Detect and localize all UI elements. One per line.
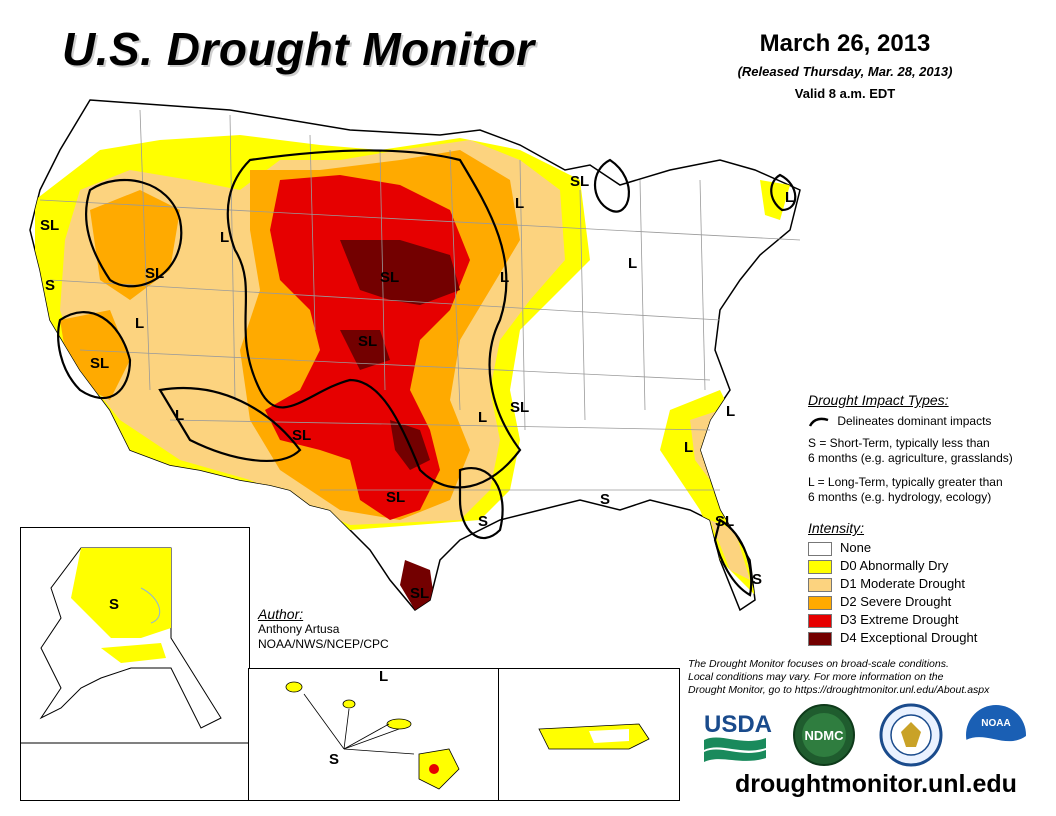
hawaii-map: L S <box>285 668 460 790</box>
note-line-2: Local conditions may vary. For more info… <box>688 671 944 683</box>
author-block: Author: Anthony Artusa NOAA/NWS/NCEP/CPC <box>258 606 389 652</box>
label-l-maine: L <box>785 189 794 206</box>
legend-item-none: None <box>808 540 871 556</box>
note-line-3: Drought Monitor, go to https://droughtmo… <box>688 684 990 696</box>
usda-logo-icon: USDA <box>704 711 772 762</box>
label-s-california: S <box>45 277 55 294</box>
author-heading: Author: <box>258 606 304 622</box>
website-link[interactable]: droughtmonitor.unl.edu <box>735 770 1017 798</box>
label-s-louisiana: S <box>478 513 488 530</box>
puerto-rico-map <box>538 723 650 750</box>
label-s-hawaii: S <box>329 751 339 768</box>
d1-region-florida <box>710 520 750 580</box>
swatch-d1 <box>808 577 832 592</box>
state-boundaries <box>39 109 801 491</box>
label-sl-south-texas: SL <box>410 585 429 602</box>
label-sl-california: SL <box>90 355 109 372</box>
author-org: NOAA/NWS/NCEP/CPC <box>258 637 389 651</box>
label-l-hawaii: L <box>379 669 388 685</box>
author-name: Anthony Artusa <box>258 622 340 636</box>
intensity-legend-title: Intensity: <box>808 520 865 536</box>
label-l-arizona: L <box>175 407 184 424</box>
noaa-logo-icon: NOAA <box>966 705 1027 768</box>
ndmc-logo-icon: NDMC <box>793 704 855 766</box>
label-l-minnesota: L <box>515 195 524 212</box>
label-l-nevada: L <box>135 315 144 332</box>
svg-text:USDA: USDA <box>704 711 772 738</box>
label-l-idaho: L <box>220 229 229 246</box>
label-sl-texas: SL <box>386 489 405 506</box>
svg-text:NOAA: NOAA <box>981 718 1010 729</box>
label-sl-new-mexico: SL <box>292 427 311 444</box>
impact-short-term: S = Short-Term, typically less than <box>808 436 990 450</box>
impact-short-term-2: 6 months (e.g. agriculture, grasslands) <box>808 451 1013 465</box>
doc-seal-icon <box>879 703 943 767</box>
label-s-alabama: S <box>600 491 610 508</box>
map-title: U.S. Drought Monitor <box>62 23 535 75</box>
impact-delineates: Delineates dominant impacts <box>837 414 992 428</box>
label-sl-missouri: SL <box>510 399 529 416</box>
label-l-arkansas: L <box>478 409 487 426</box>
svg-text:NDMC: NDMC <box>805 728 845 743</box>
swatch-none <box>808 541 832 556</box>
agency-logos: USDA NDMC NOAA <box>704 703 1027 768</box>
alaska-map: S <box>21 547 249 744</box>
legend-item-d3: D3 Extreme Drought <box>808 612 959 628</box>
note-line-1: The Drought Monitor focuses on broad-sca… <box>688 658 949 670</box>
release-date: (Released Thursday, Mar. 28, 2013) <box>737 64 953 79</box>
swatch-d4 <box>808 631 832 646</box>
impact-legend-title: Drought Impact Types: <box>808 392 949 408</box>
legend-item-d1: D1 Moderate Drought <box>808 576 965 592</box>
label-l-georgia: L <box>684 439 693 456</box>
hawaii-inset: L S <box>248 668 500 801</box>
label-sl-kansas: SL <box>358 333 377 350</box>
legend-item-d4: D4 Exceptional Drought <box>808 630 977 646</box>
legend-item-d2: D2 Severe Drought <box>808 594 951 610</box>
swatch-d2 <box>808 595 832 610</box>
valid-time: Valid 8 a.m. EDT <box>794 86 896 101</box>
intensity-legend: Intensity: None D0 Abnormally Dry D1 Mod… <box>808 520 1038 650</box>
label-sl-oregon: SL <box>145 265 164 282</box>
label-l-michigan: L <box>628 255 637 272</box>
label-s-florida: S <box>752 571 762 588</box>
impact-line-icon <box>808 417 829 427</box>
impact-lines <box>57 149 797 597</box>
disclaimer-note: The Drought Monitor focuses on broad-sca… <box>688 658 1018 697</box>
label-sl-north-florida: SL <box>715 513 734 530</box>
label-sl-wisconsin: SL <box>570 173 589 190</box>
impact-long-term: L = Long-Term, typically greater than <box>808 475 1003 489</box>
swatch-d3 <box>808 613 832 628</box>
swatch-d0 <box>808 559 832 574</box>
label-sl-plains: SL <box>380 269 399 286</box>
map-date: March 26, 2013 <box>759 30 931 57</box>
label-sl-pacific-nw: SL <box>40 217 59 234</box>
conus-drought-map: SL SL S L SL L SL SL L L SL L L L SL L S… <box>29 99 801 612</box>
legend-item-d0: D0 Abnormally Dry <box>808 558 948 574</box>
puerto-rico-inset <box>498 668 680 801</box>
label-s-alaska: S <box>109 596 119 613</box>
label-l-carolinas: L <box>726 403 735 420</box>
impact-legend: Drought Impact Types: Delineates dominan… <box>808 392 1048 505</box>
alaska-inset: S <box>20 527 250 801</box>
impact-long-term-2: 6 months (e.g. hydrology, ecology) <box>808 490 992 504</box>
label-l-iowa: L <box>500 269 509 286</box>
